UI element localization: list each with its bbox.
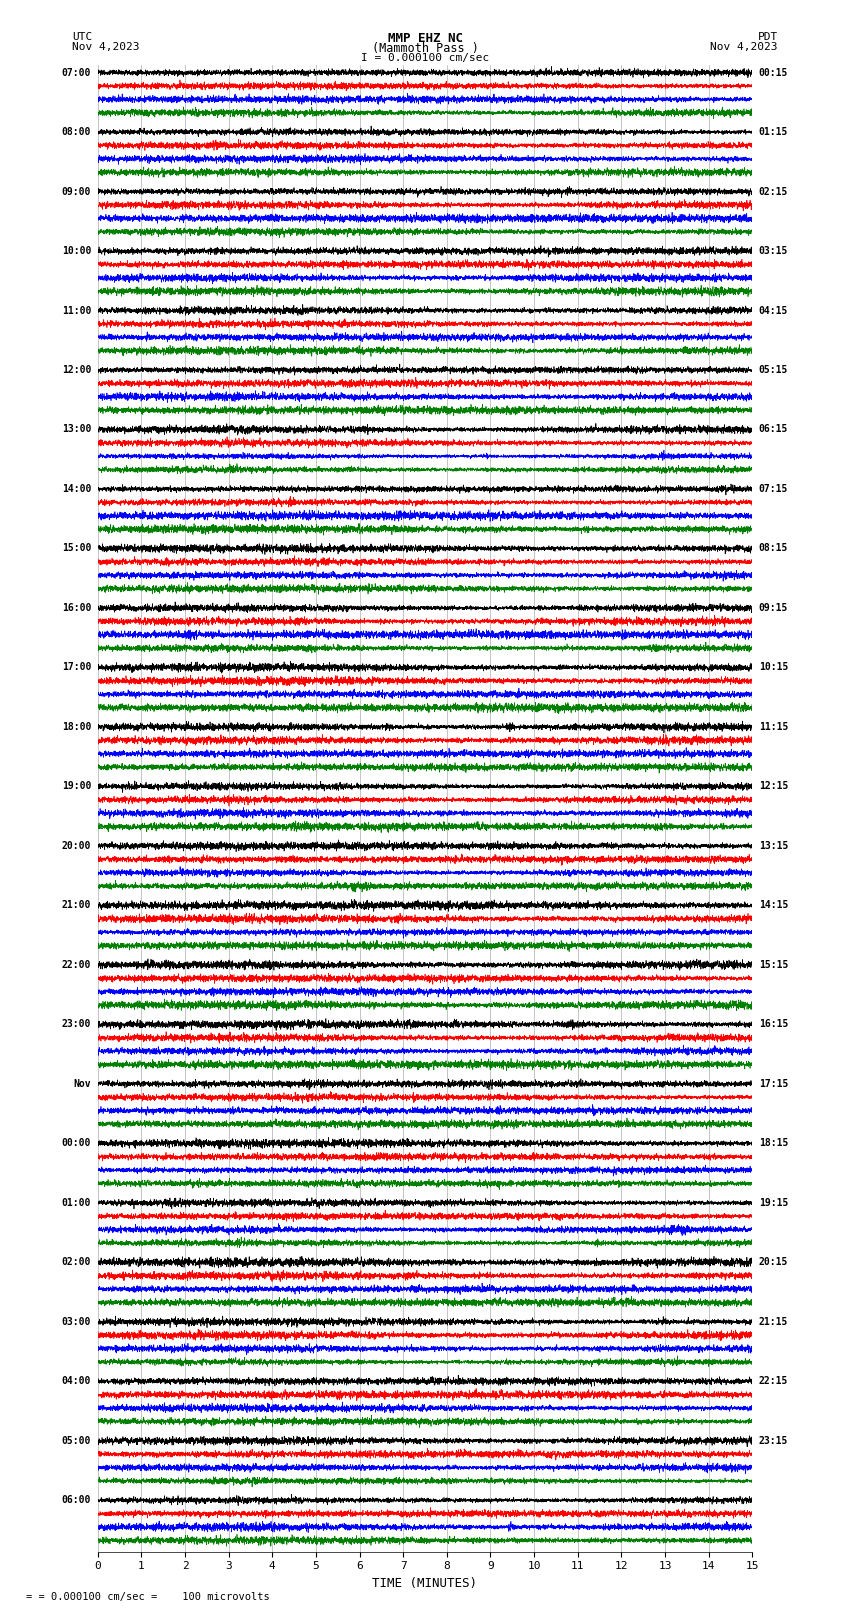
- Text: 01:15: 01:15: [759, 127, 788, 137]
- Text: UTC: UTC: [72, 32, 93, 42]
- Text: 19:00: 19:00: [62, 781, 91, 792]
- Text: 13:00: 13:00: [62, 424, 91, 434]
- Text: 14:00: 14:00: [62, 484, 91, 494]
- Text: 16:15: 16:15: [759, 1019, 788, 1029]
- Text: 07:00: 07:00: [62, 68, 91, 77]
- Text: 09:15: 09:15: [759, 603, 788, 613]
- Text: 18:00: 18:00: [62, 723, 91, 732]
- Text: 09:00: 09:00: [62, 187, 91, 197]
- Text: 22:00: 22:00: [62, 960, 91, 969]
- Text: 05:15: 05:15: [759, 365, 788, 374]
- Text: 00:00: 00:00: [62, 1139, 91, 1148]
- Text: 20:15: 20:15: [759, 1257, 788, 1268]
- Text: I = 0.000100 cm/sec: I = 0.000100 cm/sec: [361, 53, 489, 63]
- Text: 17:00: 17:00: [62, 663, 91, 673]
- Text: 00:15: 00:15: [759, 68, 788, 77]
- Text: 01:00: 01:00: [62, 1198, 91, 1208]
- Text: 14:15: 14:15: [759, 900, 788, 910]
- X-axis label: TIME (MINUTES): TIME (MINUTES): [372, 1578, 478, 1590]
- Text: 13:15: 13:15: [759, 840, 788, 852]
- Text: 21:15: 21:15: [759, 1316, 788, 1327]
- Text: 21:00: 21:00: [62, 900, 91, 910]
- Text: 10:00: 10:00: [62, 247, 91, 256]
- Text: (Mammoth Pass ): (Mammoth Pass ): [371, 42, 479, 55]
- Text: 08:15: 08:15: [759, 544, 788, 553]
- Text: 02:15: 02:15: [759, 187, 788, 197]
- Text: 04:15: 04:15: [759, 305, 788, 316]
- Text: 11:15: 11:15: [759, 723, 788, 732]
- Text: 16:00: 16:00: [62, 603, 91, 613]
- Text: 03:15: 03:15: [759, 247, 788, 256]
- Text: Nov 4,2023: Nov 4,2023: [72, 42, 139, 52]
- Text: = = 0.000100 cm/sec =    100 microvolts: = = 0.000100 cm/sec = 100 microvolts: [26, 1592, 269, 1602]
- Text: 07:15: 07:15: [759, 484, 788, 494]
- Text: 12:00: 12:00: [62, 365, 91, 374]
- Text: 23:15: 23:15: [759, 1436, 788, 1445]
- Text: MMP EHZ NC: MMP EHZ NC: [388, 32, 462, 45]
- Text: 12:15: 12:15: [759, 781, 788, 792]
- Text: 23:00: 23:00: [62, 1019, 91, 1029]
- Text: 20:00: 20:00: [62, 840, 91, 852]
- Text: 18:15: 18:15: [759, 1139, 788, 1148]
- Text: 15:00: 15:00: [62, 544, 91, 553]
- Text: 05:00: 05:00: [62, 1436, 91, 1445]
- Text: 03:00: 03:00: [62, 1316, 91, 1327]
- Text: 08:00: 08:00: [62, 127, 91, 137]
- Text: Nov: Nov: [74, 1079, 91, 1089]
- Text: 15:15: 15:15: [759, 960, 788, 969]
- Text: Nov 4,2023: Nov 4,2023: [711, 42, 778, 52]
- Text: 10:15: 10:15: [759, 663, 788, 673]
- Text: 06:00: 06:00: [62, 1495, 91, 1505]
- Text: 11:00: 11:00: [62, 305, 91, 316]
- Text: 19:15: 19:15: [759, 1198, 788, 1208]
- Text: 22:15: 22:15: [759, 1376, 788, 1386]
- Text: PDT: PDT: [757, 32, 778, 42]
- Text: 02:00: 02:00: [62, 1257, 91, 1268]
- Text: 06:15: 06:15: [759, 424, 788, 434]
- Text: 17:15: 17:15: [759, 1079, 788, 1089]
- Text: 04:00: 04:00: [62, 1376, 91, 1386]
